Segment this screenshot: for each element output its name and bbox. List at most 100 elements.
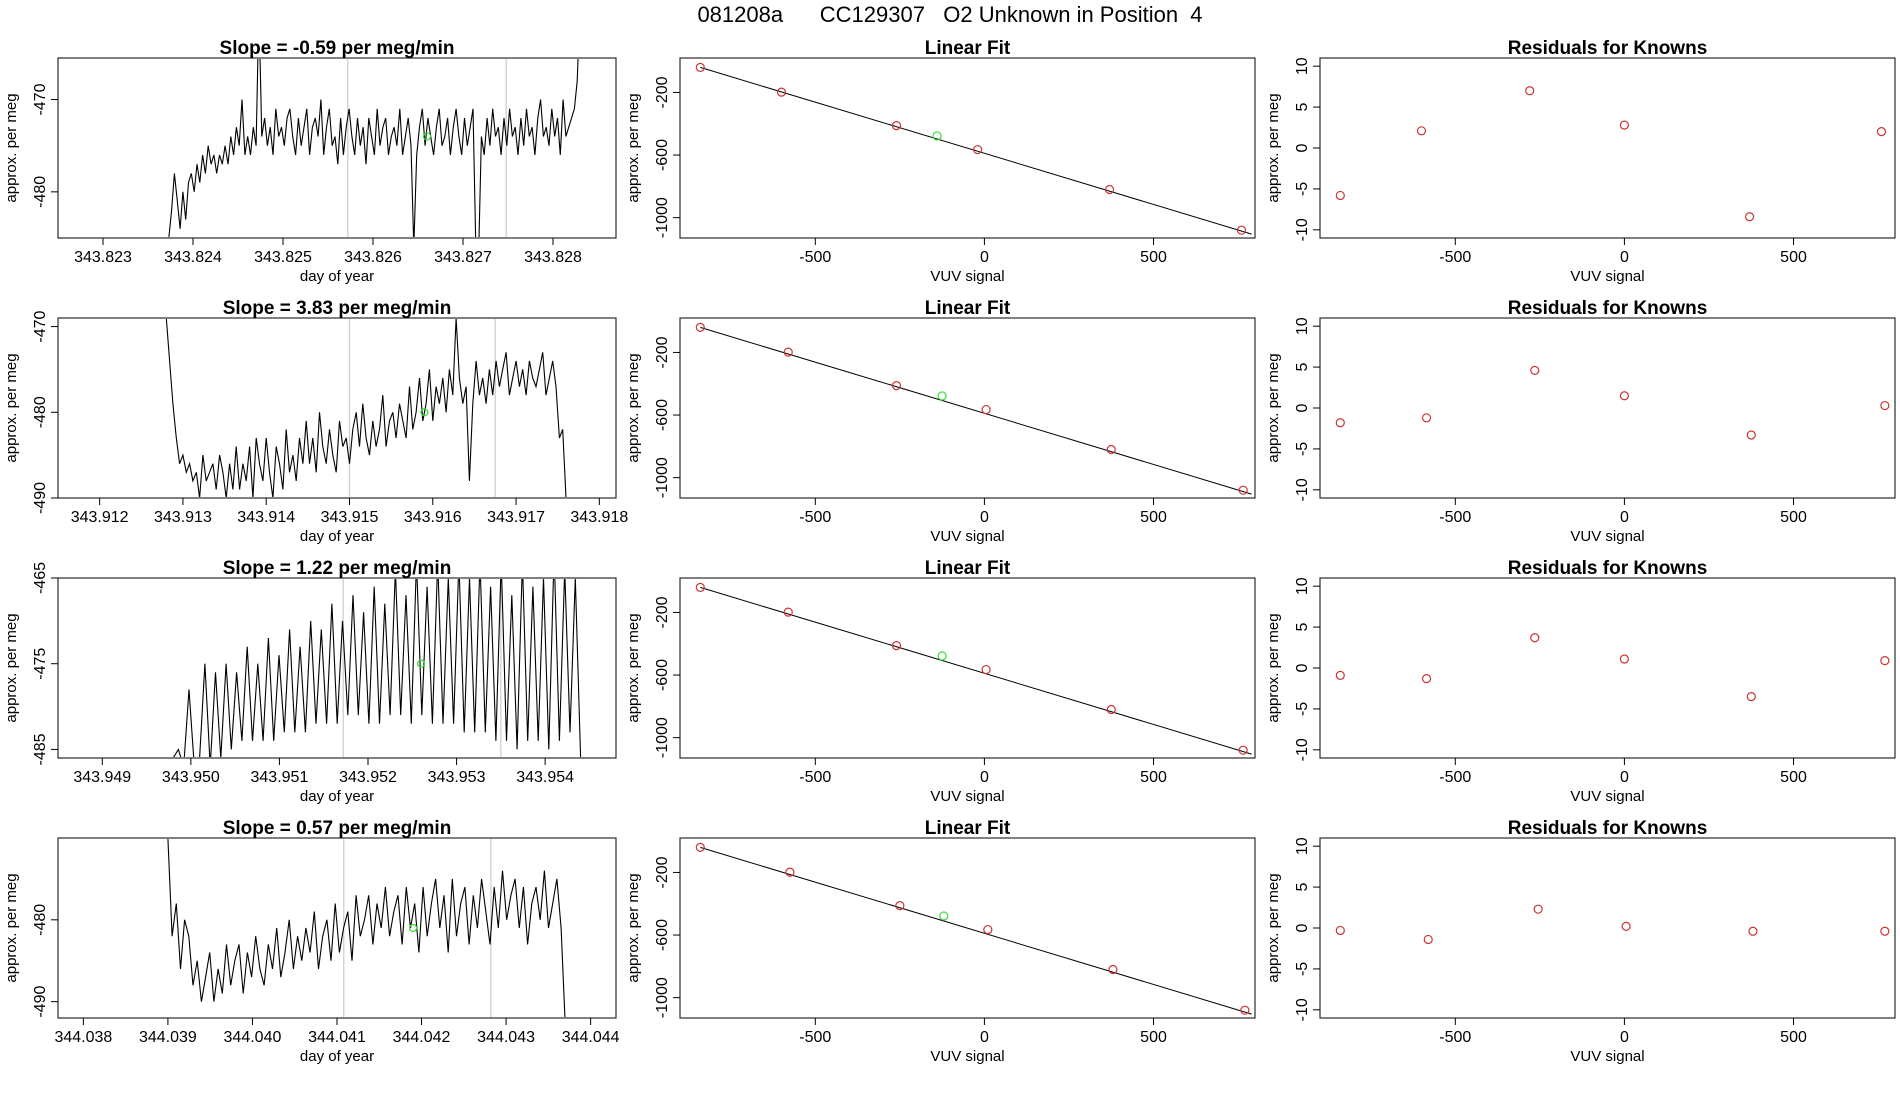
linear-fit-r2-plot-frame xyxy=(679,317,1256,499)
residuals-r3-residual-point xyxy=(1530,633,1540,643)
time-series-r4-data-trace xyxy=(167,839,566,1017)
residuals-r1-plot-frame xyxy=(1319,57,1896,239)
time-series-r3-y-axis-label: approx. per meg xyxy=(3,613,20,722)
residuals-r4-y-tick-label: 10 xyxy=(1294,837,1311,855)
linear-fit-r2-known-point xyxy=(1238,485,1248,495)
residuals-r2-y-tick-label: -5 xyxy=(1294,442,1311,456)
residuals-r1-residual-point xyxy=(1416,126,1427,136)
residuals-r1-plot-area xyxy=(1335,86,1887,222)
linear-fit-r4-known-point xyxy=(1240,1005,1250,1015)
linear-fit-r3-y-tick-label: -600 xyxy=(654,659,671,691)
residuals-r3-y-tick-label: -10 xyxy=(1294,738,1311,761)
time-series-r2-y-tick-label: -470 xyxy=(32,310,49,342)
time-series-r2-x-tick-label: 343.916 xyxy=(404,509,462,526)
linear-fit-r2-fit-line xyxy=(700,326,1252,495)
residuals-r3-plot-area xyxy=(1335,633,1890,702)
time-series-r3-x-tick-label: 343.950 xyxy=(162,769,220,786)
time-series-r4-title: Slope = 0.57 per meg/min xyxy=(223,818,452,839)
linear-fit-r3-title: Linear Fit xyxy=(925,558,1011,579)
time-series-r2-y-tick-label: -490 xyxy=(32,482,49,514)
time-series-r2-x-tick-label: 343.915 xyxy=(321,509,379,526)
residuals-r1-x-tick-label: -500 xyxy=(1439,249,1471,266)
linear-fit-r1-x-tick-label: 500 xyxy=(1140,249,1167,266)
residuals-r4-residual-point xyxy=(1621,921,1631,931)
page-title: 081208a CC129307 O2 Unknown in Position … xyxy=(697,2,1203,27)
residuals-r3-plot-frame xyxy=(1319,577,1896,759)
linear-fit-r3-known-point xyxy=(981,664,991,675)
time-series-r3-x-tick-label: 343.949 xyxy=(73,769,131,786)
time-series-r2-x-tick-label: 343.912 xyxy=(71,509,129,526)
time-series-r3-x-axis-label: day of year xyxy=(300,788,374,805)
linear-fit-r3-plot-area xyxy=(695,582,1252,755)
time-series-r1-y-axis-label: approx. per meg xyxy=(3,93,20,202)
linear-fit-r2-plot-area xyxy=(695,322,1252,495)
time-series-r4-x-tick-label: 344.040 xyxy=(224,1029,282,1046)
residuals-r3-y-tick-label: -5 xyxy=(1294,702,1311,716)
residuals-r2-residual-point xyxy=(1746,430,1756,440)
time-series-r3-y-tick-label: -465 xyxy=(32,562,49,594)
time-series-r1-y-tick-label: -470 xyxy=(32,83,49,115)
linear-fit-r3-unknown-point xyxy=(937,651,947,661)
residuals-r1-y-tick-label: 5 xyxy=(1294,103,1311,112)
linear-fit-r1-y-tick-label: -600 xyxy=(654,139,671,171)
linear-fit-r4-y-tick-label: -1000 xyxy=(654,977,671,1018)
residuals-r2-residual-point xyxy=(1421,413,1432,423)
residuals-r1-residual-point xyxy=(1335,190,1345,201)
residuals-r2-x-tick-label: 0 xyxy=(1620,509,1629,526)
linear-fit-r4-title: Linear Fit xyxy=(925,818,1011,839)
linear-fit-r4-known-point xyxy=(785,867,795,877)
time-series-r1-title: Slope = -0.59 per meg/min xyxy=(220,38,455,59)
linear-fit-r4-unknown-point xyxy=(939,911,949,921)
time-series-r4-x-tick-label: 344.038 xyxy=(54,1029,112,1046)
linear-fit-r1-known-point xyxy=(695,62,705,72)
time-series-r3-plot-area xyxy=(173,579,582,757)
linear-fit-r1-title: Linear Fit xyxy=(925,38,1011,59)
time-series-r2-x-tick-label: 343.918 xyxy=(570,509,628,526)
residuals-r4-x-axis-label: VUV signal xyxy=(1570,1048,1644,1065)
time-series-r2-plot-frame xyxy=(57,317,617,499)
residuals-r1-residual-point xyxy=(1876,127,1887,137)
linear-fit-r1-x-axis-label: VUV signal xyxy=(930,268,1004,285)
linear-fit-r1-known-point xyxy=(973,144,983,155)
residuals-r4-y-tick-label: 5 xyxy=(1294,883,1311,892)
residuals-r4-plot-area xyxy=(1335,904,1890,945)
linear-fit-r2-x-axis-label: VUV signal xyxy=(930,528,1004,545)
residuals-r1-y-tick-label: 0 xyxy=(1294,143,1311,152)
linear-fit-r2-y-axis-label: approx. per meg xyxy=(625,353,642,462)
time-series-r1-data-trace xyxy=(168,59,579,237)
linear-fit-r1-y-tick-label: -200 xyxy=(654,76,671,108)
linear-fit-r3-x-tick-label: -500 xyxy=(799,769,831,786)
linear-fit-r4-x-tick-label: 0 xyxy=(980,1029,989,1046)
time-series-r1-x-tick-label: 343.826 xyxy=(344,249,402,266)
linear-fit-r1-plot-frame xyxy=(679,57,1256,239)
linear-fit-r2-known-point xyxy=(1106,444,1116,455)
time-series-r2-title: Slope = 3.83 per meg/min xyxy=(223,298,452,319)
residuals-r3-residual-point xyxy=(1421,674,1432,684)
time-series-r4-y-tick-label: -480 xyxy=(32,904,49,936)
residuals-r4-y-tick-label: -10 xyxy=(1294,998,1311,1021)
linear-fit-r2-y-tick-label: -200 xyxy=(654,336,671,368)
linear-fit-r4-y-tick-label: -200 xyxy=(654,856,671,888)
time-series-r3-data-trace xyxy=(173,579,582,757)
time-series-r4-x-tick-label: 344.039 xyxy=(139,1029,197,1046)
linear-fit-r2-title: Linear Fit xyxy=(925,298,1011,319)
residuals-r3-x-tick-label: 0 xyxy=(1620,769,1629,786)
residuals-r1-y-tick-label: 10 xyxy=(1294,57,1311,75)
linear-fit-r3-known-point xyxy=(783,607,793,617)
residuals-r1-residual-point xyxy=(1525,86,1535,96)
residuals-r3-y-axis-label: approx. per meg xyxy=(1265,613,1282,722)
residuals-r1-title: Residuals for Knowns xyxy=(1508,38,1708,59)
residuals-r1-x-tick-label: 500 xyxy=(1780,249,1807,266)
linear-fit-r4-x-axis-label: VUV signal xyxy=(930,1048,1004,1065)
linear-fit-r2-known-point xyxy=(783,347,793,357)
residuals-r1-residual-point xyxy=(1744,212,1755,222)
residuals-r2-residual-point xyxy=(1619,391,1630,401)
residuals-r2-plot-frame xyxy=(1319,317,1896,499)
residuals-r2-x-tick-label: -500 xyxy=(1439,509,1471,526)
residuals-r2-x-axis-label: VUV signal xyxy=(1570,528,1644,545)
time-series-r2-y-axis-label: approx. per meg xyxy=(3,353,20,462)
time-series-r1-y-tick-label: -480 xyxy=(32,176,49,208)
residuals-r4-y-tick-label: -5 xyxy=(1294,962,1311,976)
residuals-r1-x-tick-label: 0 xyxy=(1620,249,1629,266)
residuals-r3-y-tick-label: 10 xyxy=(1294,577,1311,595)
